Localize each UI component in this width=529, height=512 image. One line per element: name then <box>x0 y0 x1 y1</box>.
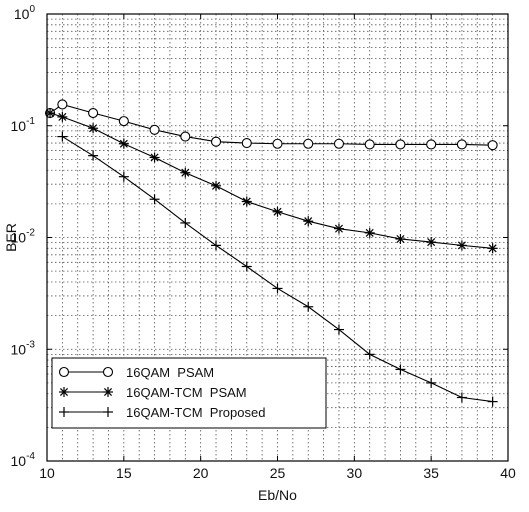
data-point-circle <box>118 116 129 127</box>
data-point-plus <box>103 407 113 417</box>
y-tick-label: 10-2 <box>11 228 36 246</box>
legend-label: 16QAM PSAM <box>126 365 214 380</box>
data-point-plus <box>57 131 68 142</box>
y-tick-label: 10-3 <box>11 339 36 357</box>
data-point-plus <box>333 324 344 335</box>
data-point-plus <box>88 150 99 161</box>
series-1 <box>45 99 498 151</box>
y-tick-labels: 10-4 10-3 10-2 10-1 100 <box>11 4 36 469</box>
data-point-plus <box>395 364 406 375</box>
data-point-plus <box>364 349 375 360</box>
x-tick-label: 35 <box>423 465 439 481</box>
data-point-plus <box>180 217 191 228</box>
data-point-asterisk <box>364 227 375 238</box>
data-point-asterisk <box>211 180 222 191</box>
data-point-asterisk <box>303 216 314 227</box>
legend: 16QAM PSAM 16QAM-TCM PSAM 16QAM-TCM Propos… <box>51 357 327 429</box>
x-axis-label: Eb/No <box>258 487 297 503</box>
legend-item: 16QAM-TCM PSAM <box>59 385 247 400</box>
x-tick-labels: 10 15 20 25 30 35 40 <box>39 465 516 481</box>
series-line <box>49 103 493 146</box>
data-point-asterisk <box>103 387 113 397</box>
data-point-circle <box>57 99 68 110</box>
legend-label: 16QAM-TCM Proposed <box>126 405 265 420</box>
legend-item: 16QAM PSAM <box>58 365 214 380</box>
data-point-circle <box>102 366 114 378</box>
data-point-circle <box>88 107 99 119</box>
x-tick-label: 20 <box>193 465 209 481</box>
y-tick-label: 100 <box>14 4 36 22</box>
x-tick-label: 40 <box>500 465 516 481</box>
data-point-circle <box>395 139 406 150</box>
data-point-plus <box>426 377 437 388</box>
data-point-plus <box>456 392 467 403</box>
data-point-asterisk <box>180 167 191 178</box>
data-point-asterisk <box>59 387 69 397</box>
x-tick-label: 15 <box>116 465 132 481</box>
data-point-asterisk <box>487 243 498 254</box>
data-point-plus <box>211 240 222 251</box>
legend-box <box>51 357 327 429</box>
data-point-circle <box>456 139 467 150</box>
data-point-plus <box>59 407 69 417</box>
data-point-plus <box>149 194 160 205</box>
data-point-asterisk <box>333 223 344 234</box>
data-point-asterisk <box>149 152 160 163</box>
data-point-asterisk <box>241 196 252 207</box>
series-2 <box>45 108 498 254</box>
data-point-circle <box>303 138 314 149</box>
y-tick-label: 10-4 <box>11 451 36 469</box>
series-3 <box>57 131 498 407</box>
data-point-circle <box>426 139 437 150</box>
x-tick-label: 25 <box>270 465 286 481</box>
data-point-circle <box>272 138 283 149</box>
legend-label: 16QAM-TCM PSAM <box>126 385 247 400</box>
data-point-plus <box>487 396 498 407</box>
x-tick-label: 30 <box>347 465 363 481</box>
data-point-circle <box>210 136 222 147</box>
y-tick-label: 10-1 <box>11 116 36 134</box>
data-point-plus <box>303 301 314 312</box>
data-point-circle <box>180 131 191 142</box>
data-point-circle <box>333 138 345 149</box>
data-point-asterisk <box>426 237 437 248</box>
data-point-plus <box>118 171 129 182</box>
series-line <box>49 112 493 249</box>
data-point-circle <box>364 139 375 150</box>
data-point-asterisk <box>395 233 406 244</box>
data-point-circle <box>58 366 70 378</box>
y-axis-label: BER <box>3 223 19 252</box>
data-point-asterisk <box>88 123 99 134</box>
data-point-circle <box>487 140 498 151</box>
data-point-asterisk <box>272 206 283 217</box>
data-point-asterisk <box>456 240 467 251</box>
data-point-asterisk <box>118 138 129 149</box>
data-point-plus <box>241 261 252 272</box>
data-point-asterisk <box>57 111 68 122</box>
data-point-circle <box>149 124 160 135</box>
data-point-circle <box>241 138 252 149</box>
axis-ticks <box>46 13 509 462</box>
legend-item: 16QAM-TCM Proposed <box>59 405 265 420</box>
data-point-plus <box>272 283 283 294</box>
series-layer <box>45 99 498 407</box>
x-tick-label: 10 <box>39 465 55 481</box>
